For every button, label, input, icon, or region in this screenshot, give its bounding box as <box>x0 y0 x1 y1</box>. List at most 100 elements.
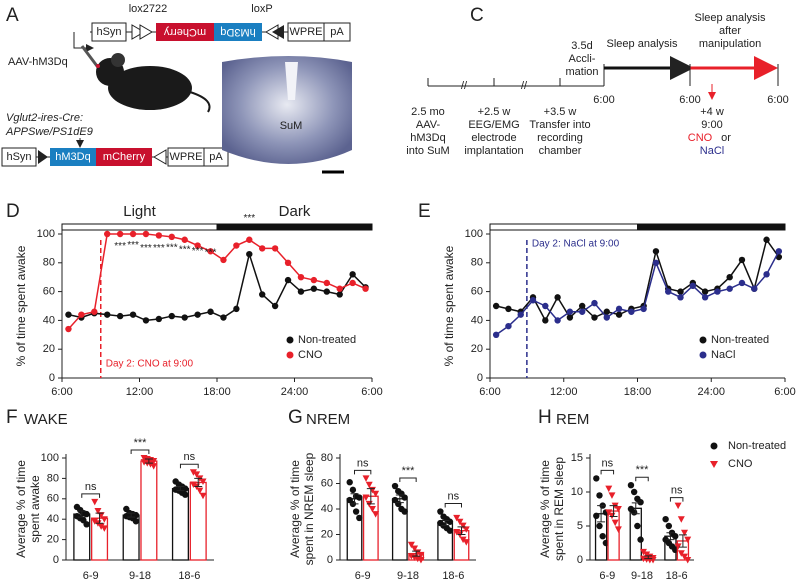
x-tick-label: 18:00 <box>624 386 652 398</box>
data-point <box>453 528 461 536</box>
data-point <box>554 317 561 324</box>
data-point <box>246 250 253 258</box>
data-point <box>116 230 124 238</box>
data-point <box>599 533 606 540</box>
acclimation-label: mation <box>565 66 598 78</box>
mouse-tail <box>189 91 211 113</box>
panel-letter: H <box>538 407 552 428</box>
significance-mark: *** <box>114 241 126 252</box>
element-box <box>323 22 351 42</box>
y-tick-label: 60 <box>321 477 333 489</box>
error-bar <box>678 534 687 548</box>
significance-label: ns <box>671 485 683 497</box>
y-tick-label: 0 <box>477 372 483 384</box>
y-tick-label: 0 <box>49 372 55 384</box>
error-bar <box>144 458 153 464</box>
significance-bracket <box>130 449 150 454</box>
panel-b: SuM <box>222 56 352 174</box>
significance-mark: *** <box>192 246 204 257</box>
data-point <box>346 479 353 486</box>
data-point <box>630 509 638 516</box>
data-point <box>566 314 574 321</box>
bar <box>346 498 363 561</box>
legend-marker <box>699 351 707 359</box>
x-tick-label: 9-18 <box>129 570 151 582</box>
data-point <box>637 536 644 543</box>
bar <box>453 530 470 561</box>
data-point <box>91 518 99 525</box>
break-mark: // <box>461 80 468 92</box>
error-bar <box>597 505 606 523</box>
x-tick-label: 6-9 <box>355 570 371 582</box>
significance-label: ns <box>357 457 369 469</box>
sleep-label: after <box>719 25 741 37</box>
element-box <box>156 23 214 41</box>
y-tick-label: 60 <box>47 493 59 505</box>
x-tick-label: 12:00 <box>550 386 578 398</box>
data-point <box>662 516 669 523</box>
data-point <box>462 526 470 533</box>
x-tick-label: 6:00 <box>479 386 500 398</box>
data-point <box>529 297 537 304</box>
element-label: hM3Dq <box>220 26 255 38</box>
y-tick-label: 80 <box>47 472 59 484</box>
significance-bracket <box>600 469 615 475</box>
y-axis-label: spent in REM sleep <box>552 457 566 561</box>
data-point <box>372 490 380 498</box>
element-label: pA <box>330 26 344 38</box>
data-point <box>462 539 470 546</box>
data-point <box>677 516 685 523</box>
series-line <box>495 238 780 322</box>
significance-bracket <box>444 503 462 508</box>
data-point <box>596 522 603 530</box>
data-point <box>554 294 561 301</box>
panel-title: REM <box>556 411 589 428</box>
data-point <box>726 285 733 292</box>
legend-marker <box>286 336 294 344</box>
data-point <box>578 308 586 315</box>
data-point <box>640 305 647 313</box>
data-point <box>233 305 240 313</box>
y-tick-label: 80 <box>43 257 55 269</box>
data-point <box>411 545 419 553</box>
or-label: or <box>721 132 731 144</box>
data-point <box>271 302 279 310</box>
period-bar <box>61 223 218 231</box>
x-tick-label: 6:00 <box>51 386 72 398</box>
legend-label: NaCl <box>711 349 735 361</box>
panel-letter: D <box>6 201 20 222</box>
element-label: mCherry <box>163 26 206 38</box>
element-label: hSyn <box>6 151 31 163</box>
y-tick-label: 20 <box>47 534 59 546</box>
data-point <box>356 494 363 501</box>
panel-c: // // 2.5 mo AAV- hM3Dq into SuM +2.5 w … <box>406 12 788 157</box>
data-point <box>751 285 758 292</box>
data-point <box>677 550 685 557</box>
element-box <box>214 23 262 41</box>
data-point <box>505 322 512 330</box>
x-tick-label: 6-9 <box>83 570 99 582</box>
data-point <box>614 526 622 533</box>
data-point <box>259 291 266 298</box>
data-point <box>100 525 108 532</box>
y-tick-label: 20 <box>471 343 483 355</box>
element-label: mCherry <box>103 151 146 163</box>
data-point <box>362 494 370 502</box>
y-tick-label: 80 <box>321 452 333 464</box>
significance-label: ns <box>85 481 97 493</box>
manipulation-label: 9:00 <box>701 119 722 131</box>
y-tick-label: 40 <box>43 314 55 326</box>
data-point <box>349 486 357 494</box>
data-point <box>297 274 305 281</box>
x-tick-label: 6-9 <box>599 570 615 582</box>
data-point <box>714 288 721 295</box>
significance-label: ns <box>602 457 614 469</box>
data-point <box>297 288 305 295</box>
panel-letter: E <box>418 201 431 222</box>
x-tick-label: 9-18 <box>397 570 419 582</box>
element-label: hSyn <box>96 26 121 38</box>
data-point <box>189 469 197 476</box>
data-point <box>681 553 689 561</box>
error-bar <box>366 488 375 505</box>
mouse <box>108 66 192 110</box>
